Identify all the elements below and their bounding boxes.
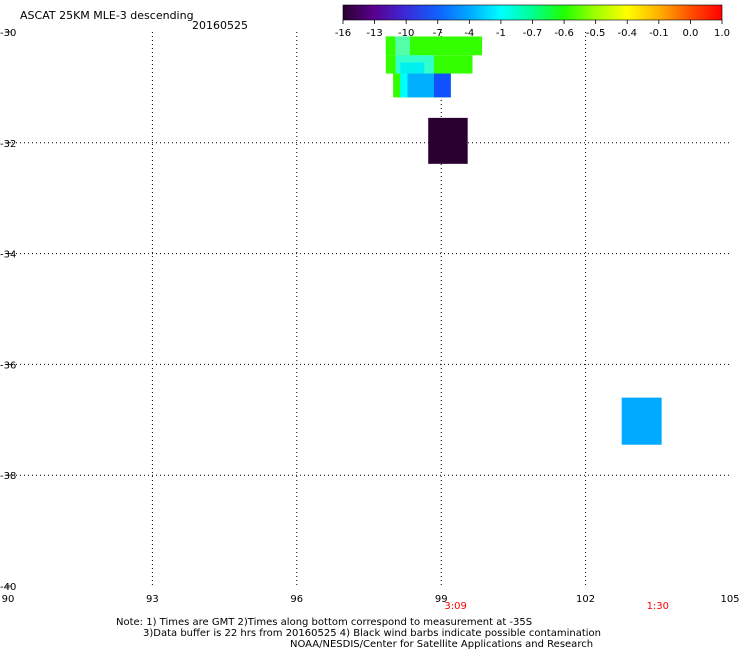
wind-cell	[428, 117, 468, 164]
colorbar-tick-label: -0.7	[523, 28, 543, 39]
wind-cell	[400, 62, 425, 74]
colorbar-tick-label: -1	[496, 28, 506, 39]
lat-tick-label: -38	[0, 471, 16, 482]
data-cells	[385, 36, 662, 445]
lon-tick-label: 96	[290, 594, 303, 605]
colorbar-tick-label: -0.5	[586, 28, 606, 39]
note-line-1: Note: 1) Times are GMT 2)Times along bot…	[116, 617, 533, 628]
lat-tick-label: -36	[0, 360, 16, 371]
colorbar-tick-label: -7	[433, 28, 443, 39]
wind-cell	[395, 36, 410, 56]
wind-cell	[621, 397, 662, 445]
map-gridlines	[8, 32, 730, 586]
colorbar-tick-label: -16	[335, 28, 351, 39]
colorbar-gradient	[342, 4, 723, 21]
lon-tick-label: 102	[576, 594, 595, 605]
colorbar-tick-label: -0.4	[617, 28, 637, 39]
map-date: 20160525	[192, 19, 248, 32]
note-line-2: 3)Data buffer is 22 hrs from 20160525 4)…	[143, 628, 601, 639]
colorbar-tick-label: 0.0	[682, 28, 698, 39]
lat-tick-label: -32	[0, 139, 16, 150]
colorbar-tick-label: -10	[398, 28, 414, 39]
wind-cell	[385, 36, 394, 56]
lat-tick-label: -40	[0, 582, 16, 593]
colorbar-tick-label: -0.6	[554, 28, 574, 39]
colorbar-tick-label: -13	[366, 28, 382, 39]
lon-tick-label: 93	[146, 594, 159, 605]
colorbar: -16 -13 -10 -7 -4 -1 -0.7 -0.6 -0.5 -0.4 -0.1 0.0 1.…	[335, 4, 730, 39]
note-line-3: NOAA/NESDIS/Center for Satellite Applica…	[290, 639, 594, 650]
colorbar-tick-label: -4	[464, 28, 474, 39]
lon-tick-label: 99	[435, 594, 448, 605]
colorbar-tick-label: 1.0	[714, 28, 730, 39]
lon-tick-label: 105	[720, 594, 739, 605]
colorbar-tick-label: -0.1	[649, 28, 669, 39]
pass-time-label: 1:30	[647, 601, 669, 612]
lat-tick-label: -30	[0, 28, 16, 39]
wind-cell	[407, 73, 434, 98]
wind-cell	[433, 73, 451, 98]
map-title: ASCAT 25KM MLE-3 descending	[20, 9, 194, 22]
wind-cell	[400, 73, 408, 98]
pass-time-label: 3:09	[444, 601, 466, 612]
lat-tick-label: -34	[0, 250, 16, 261]
lon-tick-label: 90	[2, 594, 15, 605]
